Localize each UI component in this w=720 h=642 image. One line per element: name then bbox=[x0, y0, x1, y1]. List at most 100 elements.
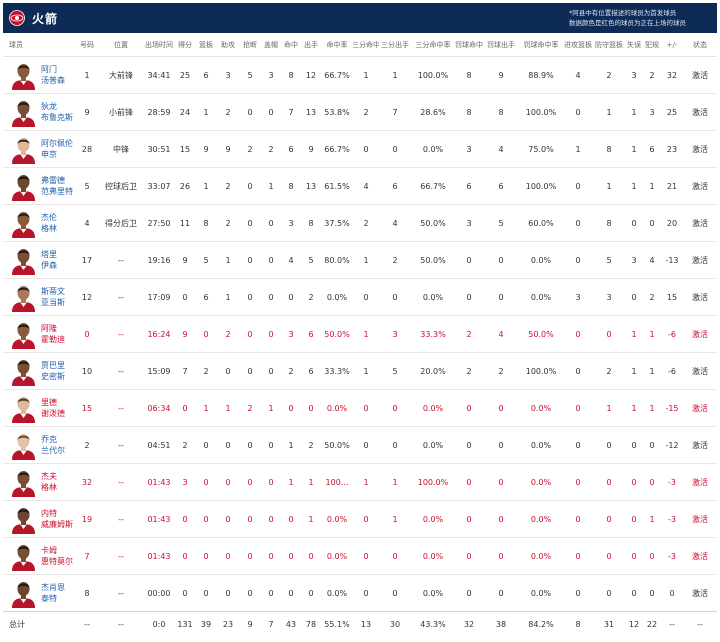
stat-fg-made: 0 bbox=[288, 403, 294, 413]
player-cell[interactable]: 阿隆 霍勒迪 bbox=[3, 316, 75, 352]
player-name-link[interactable]: 卡姆 惠特莫尔 bbox=[41, 538, 75, 574]
player-cell[interactable]: 卡姆 惠特莫尔 bbox=[3, 538, 75, 574]
player-name-link[interactable]: 阿门 汤普森 bbox=[41, 57, 75, 93]
stat-number: 5 bbox=[84, 181, 90, 191]
stat-def-rebounds: 0 bbox=[606, 440, 612, 450]
player-cell[interactable]: 杰肖恩 泰特 bbox=[3, 575, 75, 611]
player-row[interactable]: 狄龙 布鲁克斯 9 小前锋 28:59 24 1 2 0 0 7 13 53.8% 2 7 28.6% 8 8 10… bbox=[3, 94, 717, 131]
stat-fg-pct: 80.0% bbox=[324, 255, 350, 265]
player-name-link[interactable]: 塔里 伊森 bbox=[41, 242, 75, 278]
stat-3p-attempts: 0 bbox=[392, 588, 398, 598]
stat-status: 激活 bbox=[692, 144, 708, 154]
stat-def-rebounds: 0 bbox=[606, 477, 612, 487]
stat-3p-pct: 66.7% bbox=[420, 181, 446, 191]
player-row[interactable]: 阿尔佩伦 申京 28 中锋 30:51 15 9 9 2 2 6 9 66.7% 0 0 0.0% 3 4 75.0… bbox=[3, 131, 717, 168]
player-name-link[interactable]: 乔克 兰代尔 bbox=[41, 427, 75, 463]
player-cell[interactable]: 杰夫 格林 bbox=[3, 464, 75, 500]
stat-3p-made: 0 bbox=[363, 588, 369, 598]
player-cell[interactable]: 狄龙 布鲁克斯 bbox=[3, 94, 75, 130]
player-last-name: 亚当斯 bbox=[41, 298, 65, 307]
player-headshot-icon bbox=[12, 249, 35, 275]
stat-rebounds: 0 bbox=[203, 477, 209, 487]
player-cell[interactable]: 阿门 汤普森 bbox=[3, 57, 75, 93]
player-headshot-icon bbox=[12, 212, 35, 238]
stat-minutes: 01:43 bbox=[147, 514, 171, 524]
stat-fg-pct: 0.0% bbox=[326, 588, 348, 598]
stat-fouls: 1 bbox=[649, 403, 655, 413]
player-name-link[interactable]: 斯蒂文 亚当斯 bbox=[41, 279, 75, 315]
player-name-link[interactable]: 阿隆 霍勒迪 bbox=[41, 316, 75, 352]
player-row[interactable]: 卡姆 惠特莫尔 7 -- 01:43 0 0 0 0 0 0 0 0.0% 0 0 0.0% 0 0 0.0% 0 0 0… bbox=[3, 538, 717, 575]
stat-number: 9 bbox=[84, 107, 90, 117]
stat-minutes: 00:00 bbox=[147, 588, 171, 598]
player-row[interactable]: 斯蒂文 亚当斯 12 -- 17:09 0 6 1 0 0 0 2 0.0% 0 0 0.0% 0 0 0.0% 3 3… bbox=[3, 279, 717, 316]
stat-fouls: 0 bbox=[649, 477, 655, 487]
player-cell[interactable]: 贾巴里 史密斯 bbox=[3, 353, 75, 389]
stat-rebounds: 8 bbox=[203, 218, 209, 228]
player-row[interactable]: 杰伦 格林 4 得分后卫 27:50 11 8 2 0 0 3 8 37.5% 2 4 50.0% 3 5 60.0… bbox=[3, 205, 717, 242]
stat-blocks: 0 bbox=[268, 477, 274, 487]
stat-turnovers: 0 bbox=[631, 218, 637, 228]
player-row[interactable]: 弗雷德 范弗里特 5 控球后卫 33:07 26 1 2 0 1 8 13 61.5% 4 6 66.7% 6 6… bbox=[3, 168, 717, 205]
stat-off-rebounds: 0 bbox=[575, 514, 581, 524]
player-row[interactable]: 杰肖恩 泰特 8 -- 00:00 0 0 0 0 0 0 0 0.0% 0 0 0.0% 0 0 0.0% 0 0 0 0… bbox=[3, 575, 717, 612]
stat-number: 10 bbox=[81, 366, 93, 376]
player-name-link[interactable]: 杰伦 格林 bbox=[41, 205, 75, 241]
stat-turnovers: 1 bbox=[631, 329, 637, 339]
total-3p-made: 13 bbox=[360, 619, 372, 629]
column-header-steals: 抢断 bbox=[243, 40, 257, 49]
stat-ft-pct: 100.0% bbox=[525, 366, 557, 376]
player-row[interactable]: 杰夫 格林 32 -- 01:43 3 0 0 0 0 1 1 100... 1 1 100.0% 0 0 0.0%… bbox=[3, 464, 717, 501]
player-row[interactable]: 乔克 兰代尔 2 -- 04:51 2 0 0 0 0 1 2 50.0% 0 0 0.0% 0 0 0.0% 0 0 0… bbox=[3, 427, 717, 464]
player-name-link[interactable]: 杰肖恩 泰特 bbox=[41, 575, 75, 611]
stat-blocks: 0 bbox=[268, 329, 274, 339]
stat-ft-made: 0 bbox=[466, 514, 472, 524]
total-points: 131 bbox=[177, 619, 193, 629]
stat-ft-pct: 0.0% bbox=[530, 551, 552, 561]
stat-fg-pct: 61.5% bbox=[324, 181, 350, 191]
player-cell[interactable]: 杰伦 格林 bbox=[3, 205, 75, 241]
player-cell[interactable]: 里德 谢泼德 bbox=[3, 390, 75, 426]
player-cell[interactable]: 斯蒂文 亚当斯 bbox=[3, 279, 75, 315]
stat-fg-attempts: 1 bbox=[308, 477, 314, 487]
stat-fg-made: 1 bbox=[288, 440, 294, 450]
player-name-link[interactable]: 阿尔佩伦 申京 bbox=[41, 131, 75, 167]
player-last-name: 谢泼德 bbox=[41, 409, 65, 418]
stat-position: -- bbox=[118, 366, 124, 376]
player-row[interactable]: 塔里 伊森 17 -- 19:16 9 5 1 0 0 4 5 80.0% 1 2 50.0% 0 0 0.0% 0 5… bbox=[3, 242, 717, 279]
stat-3p-attempts: 0 bbox=[392, 440, 398, 450]
player-name-link[interactable]: 弗雷德 范弗里特 bbox=[41, 168, 75, 204]
player-cell[interactable]: 弗雷德 范弗里特 bbox=[3, 168, 75, 204]
total-ft-pct: 84.2% bbox=[528, 619, 554, 629]
player-name-link[interactable]: 里德 谢泼德 bbox=[41, 390, 75, 426]
player-cell[interactable]: 塔里 伊森 bbox=[3, 242, 75, 278]
player-row[interactable]: 里德 谢泼德 15 -- 06:34 0 1 1 2 1 0 0 0.0% 0 0 0.0% 0 0 0.0% 0 1 1… bbox=[3, 390, 717, 427]
total-blocks: 7 bbox=[268, 619, 274, 629]
stat-minutes: 28:59 bbox=[147, 107, 171, 117]
player-name-link[interactable]: 内特 威廉姆斯 bbox=[41, 501, 75, 537]
stat-ft-attempts: 4 bbox=[498, 144, 504, 154]
player-name-link[interactable]: 杰夫 格林 bbox=[41, 464, 75, 500]
player-name-link[interactable]: 狄龙 布鲁克斯 bbox=[41, 94, 75, 130]
player-cell[interactable]: 乔克 兰代尔 bbox=[3, 427, 75, 463]
player-row[interactable]: 阿门 汤普森 1 大前锋 34:41 25 6 3 5 3 8 12 66.7% 1 1 100.0% 8 9 88… bbox=[3, 57, 717, 94]
column-header-3p-pct: 三分命中率 bbox=[415, 40, 451, 49]
stat-off-rebounds: 3 bbox=[575, 292, 581, 302]
player-cell[interactable]: 阿尔佩伦 申京 bbox=[3, 131, 75, 167]
stat-ft-pct: 0.0% bbox=[530, 403, 552, 413]
stat-fg-made: 8 bbox=[288, 181, 294, 191]
player-row[interactable]: 贾巴里 史密斯 10 -- 15:09 7 2 0 0 0 2 6 33.3% 1 5 20.0% 2 2 100.… bbox=[3, 353, 717, 390]
stat-3p-pct: 33.3% bbox=[420, 329, 446, 339]
stat-status: 激活 bbox=[692, 403, 708, 413]
stat-fg-pct: 33.3% bbox=[324, 366, 350, 376]
player-last-name: 史密斯 bbox=[41, 372, 65, 381]
column-header-ft-attempts: 罚球出手 bbox=[487, 40, 515, 49]
player-row[interactable]: 阿隆 霍勒迪 0 -- 16:24 9 0 2 0 0 3 6 50.0% 1 3 33.3% 2 4 50.0% 0… bbox=[3, 316, 717, 353]
player-row[interactable]: 内特 威廉姆斯 19 -- 01:43 0 0 0 0 0 0 1 0.0% 0 1 0.0% 0 0 0.0% 0 0… bbox=[3, 501, 717, 538]
stat-ft-pct: 0.0% bbox=[530, 588, 552, 598]
stat-fg-pct: 53.8% bbox=[324, 107, 350, 117]
total-3p-attempts: 30 bbox=[389, 619, 401, 629]
player-name-link[interactable]: 贾巴里 史密斯 bbox=[41, 353, 75, 389]
stat-minutes: 33:07 bbox=[147, 181, 171, 191]
player-cell[interactable]: 内特 威廉姆斯 bbox=[3, 501, 75, 537]
